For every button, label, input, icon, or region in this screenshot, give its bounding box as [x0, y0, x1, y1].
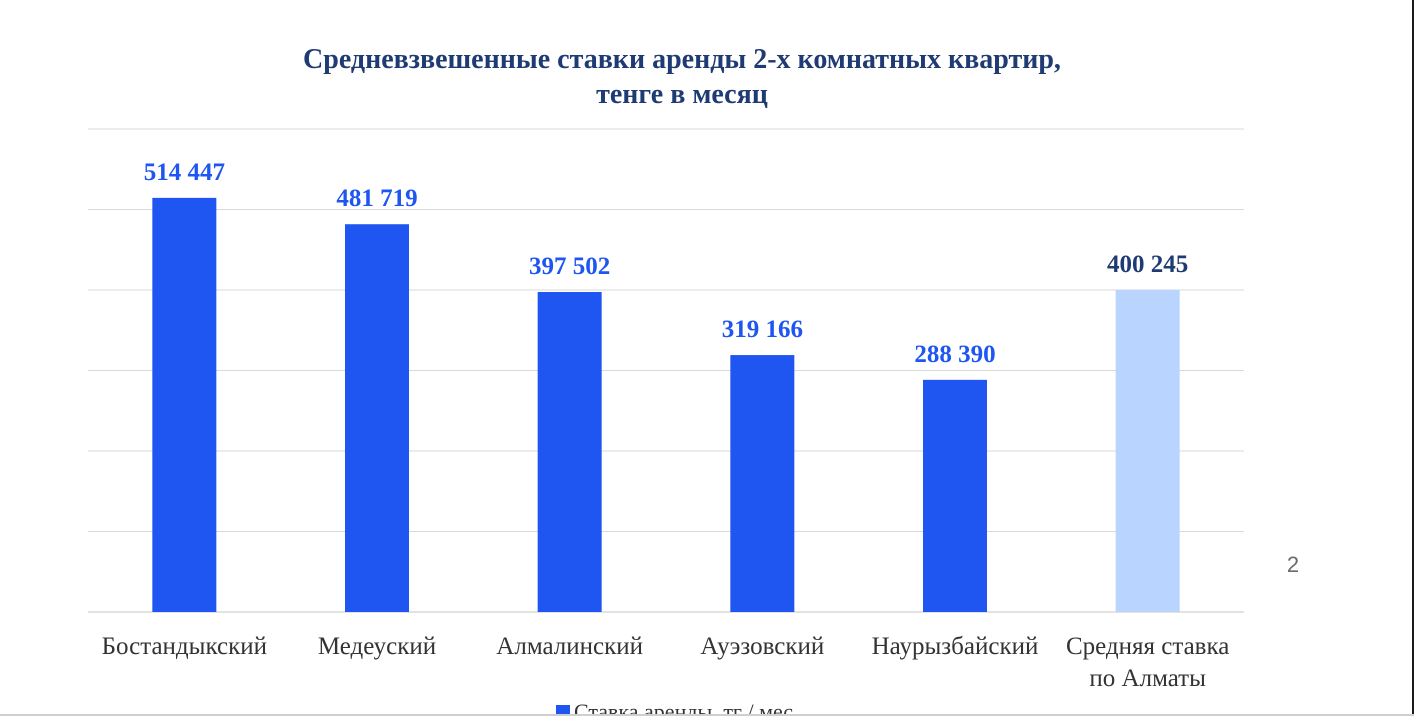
category-label: Ауэзовский — [700, 633, 824, 660]
category-label: Алмалинский — [496, 633, 643, 660]
window-edge-right — [1412, 0, 1414, 716]
category-label: Средняя ставка — [1066, 633, 1229, 660]
bar — [345, 224, 409, 613]
chart-title-line-2: тенге в месяц — [596, 79, 768, 110]
category-label: по Алматы — [1089, 665, 1206, 692]
bar — [923, 379, 987, 612]
bar-average — [1115, 289, 1180, 612]
bar — [730, 355, 795, 612]
bar — [152, 197, 217, 612]
legend: Ставка аренды, тг / мес — [556, 700, 793, 716]
chart-title-line-1: Средневзвешенные ставки аренды 2-х комна… — [303, 44, 1061, 75]
category-label: Бостандыкский — [102, 633, 267, 660]
data-label: 319 166 — [722, 316, 803, 343]
data-label: 400 245 — [1107, 251, 1188, 278]
category-label: Наурызбайский — [872, 633, 1039, 660]
page-number: 2 — [1286, 552, 1300, 577]
data-label: 481 719 — [336, 185, 417, 212]
data-label: 288 390 — [914, 341, 995, 368]
data-label: 514 447 — [144, 159, 225, 186]
chart-title: Средневзвешенные ставки аренды 2-х комна… — [0, 42, 1364, 112]
legend-swatch — [556, 705, 570, 716]
bar — [537, 292, 602, 612]
window-edge-bottom — [0, 714, 1414, 716]
data-label: 397 502 — [529, 253, 610, 280]
legend-label: Ставка аренды, тг / мес — [574, 699, 794, 716]
category-label: Медеуский — [318, 633, 436, 660]
